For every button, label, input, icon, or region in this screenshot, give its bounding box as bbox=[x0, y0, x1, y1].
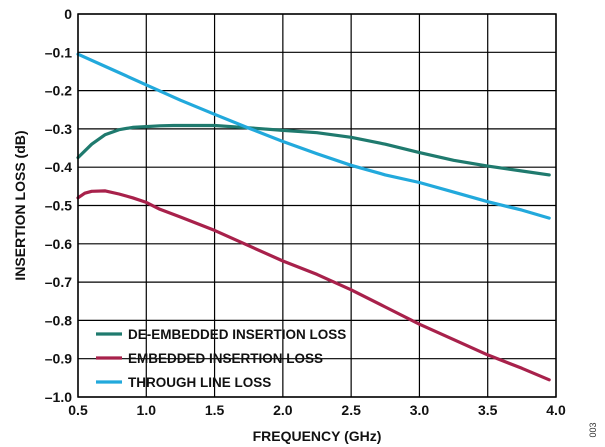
x-tick-label: 2.5 bbox=[341, 402, 361, 418]
x-tick-label: 4.0 bbox=[546, 402, 566, 418]
figure-id: 003 bbox=[588, 422, 598, 437]
series-line-1 bbox=[76, 123, 551, 177]
y-tick-label: –0.7 bbox=[45, 274, 72, 290]
legend-label-3: THROUGH LINE LOSS bbox=[128, 375, 271, 390]
x-axis-title: FREQUENCY (GHz) bbox=[253, 428, 382, 444]
series-lines bbox=[76, 52, 551, 382]
y-tick-label: –0.8 bbox=[45, 312, 72, 328]
legend-label-1: DE-EMBEDDED INSERTION LOSS bbox=[128, 327, 346, 342]
y-tick-label: –0.6 bbox=[45, 236, 72, 252]
x-tick-label: 3.5 bbox=[478, 402, 498, 418]
series-line-2 bbox=[76, 189, 551, 382]
y-tick-label: –0.2 bbox=[45, 83, 72, 99]
legend: DE-EMBEDDED INSERTION LOSS EMBEDDED INSER… bbox=[96, 327, 346, 390]
plot-frame bbox=[77, 13, 557, 398]
x-tick-label: 3.0 bbox=[410, 402, 430, 418]
y-tick-label: –0.4 bbox=[45, 159, 72, 175]
x-tick-label: 1.0 bbox=[137, 402, 157, 418]
x-tick-label: 1.5 bbox=[205, 402, 225, 418]
y-tick-label: –0.1 bbox=[45, 44, 72, 60]
y-tick-label: –0.5 bbox=[45, 198, 72, 214]
y-axis-title: INSERTION LOSS (dB) bbox=[12, 130, 28, 280]
x-tick-label: 2.0 bbox=[273, 402, 293, 418]
x-tick-labels: 0.5 1.0 1.5 2.0 2.5 3.0 3.5 4.0 bbox=[68, 402, 566, 418]
y-tick-label: 0 bbox=[64, 6, 72, 22]
x-tick-label: 0.5 bbox=[68, 402, 88, 418]
series-line-3 bbox=[76, 52, 551, 220]
y-tick-label: –1.0 bbox=[45, 389, 72, 405]
y-tick-labels: 0 –0.1 –0.2 –0.3 –0.4 –0.5 –0.6 –0.7 –0.8 –0.9 –1.… bbox=[45, 6, 72, 405]
y-tick-label: –0.9 bbox=[45, 351, 72, 367]
y-tick-label: –0.3 bbox=[45, 121, 72, 137]
legend-label-2: EMBEDDED INSERTION LOSS bbox=[128, 351, 323, 366]
